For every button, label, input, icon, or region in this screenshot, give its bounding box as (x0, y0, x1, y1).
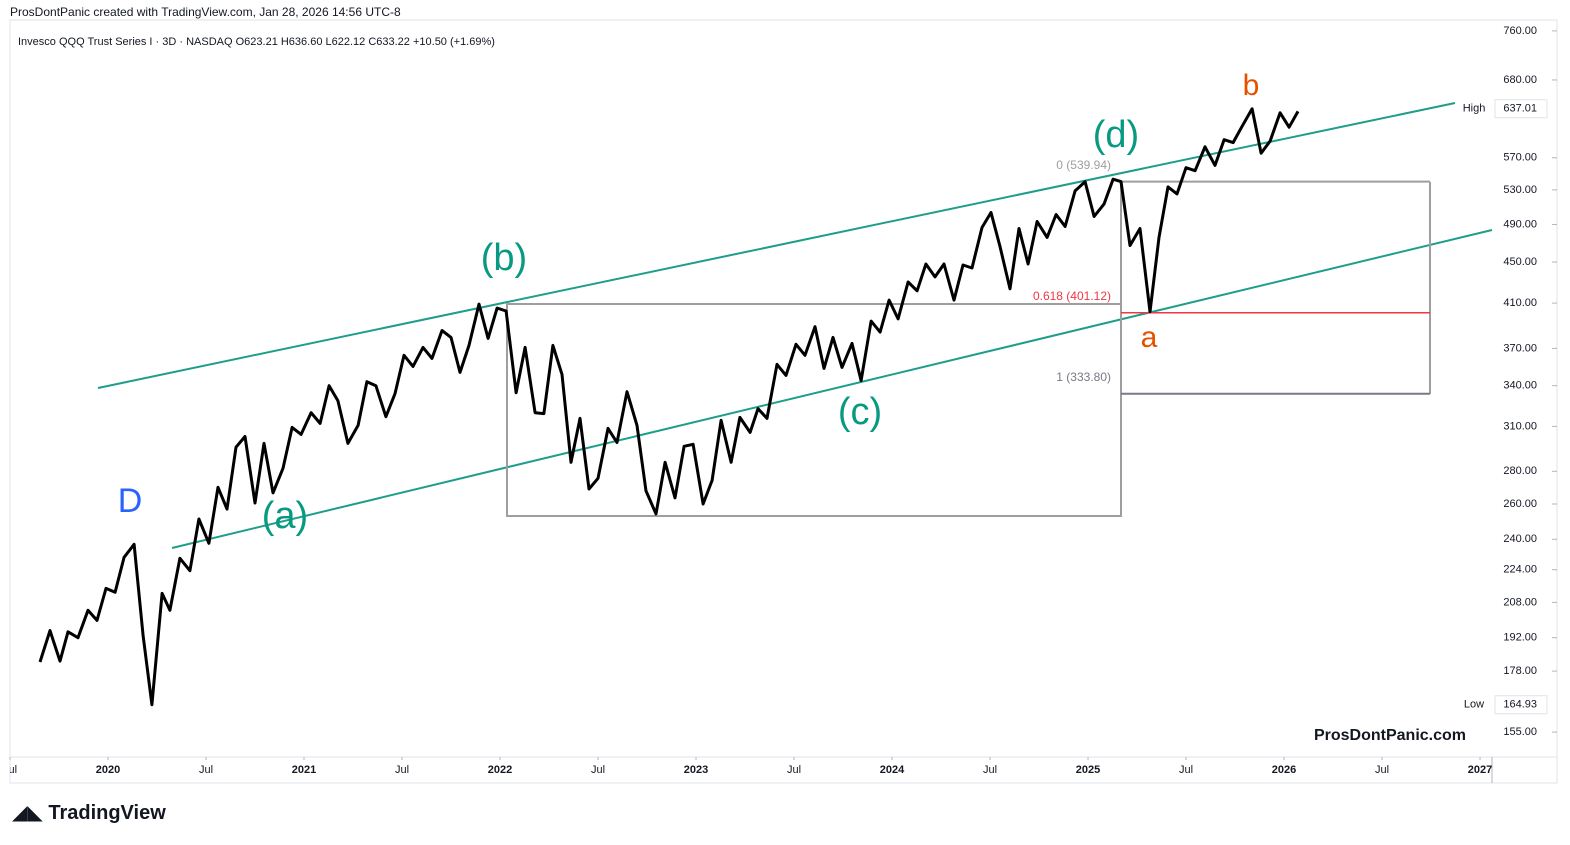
fib-label: 0.618 (401.12) (1033, 289, 1111, 303)
price-label-value: 164.93 (1503, 699, 1537, 711)
price-label-box (1458, 99, 1490, 118)
wave-label: D (118, 482, 143, 520)
x-tick-label: 2023 (684, 764, 708, 776)
y-tick-label: 155.00 (1503, 726, 1537, 738)
y-tick-label: 240.00 (1503, 533, 1537, 545)
x-tick-label: 2026 (1272, 764, 1296, 776)
wave-label: b (1243, 69, 1260, 102)
attribution: ProsDontPanic created with TradingView.c… (10, 5, 401, 19)
range-box (506, 303, 1122, 517)
price-line (38, 107, 1300, 707)
price-label-value-box (1494, 99, 1548, 119)
y-tick-label: 760.00 (1503, 25, 1537, 37)
y-tick-label: 570.00 (1503, 152, 1537, 164)
y-tick-label: 530.00 (1503, 184, 1537, 196)
x-tick-label: 2027 (1468, 764, 1492, 776)
fib-label: 0 (539.94) (1056, 158, 1111, 172)
chart-frame (9, 19, 1558, 784)
logo-mark: ◢◣ (12, 802, 48, 824)
y-tick-label: 178.00 (1503, 665, 1537, 677)
x-tick-label: Jul (1179, 764, 1193, 776)
x-tick-label: Jul (1375, 764, 1389, 776)
x-tick-label: 2022 (488, 764, 512, 776)
price-label-name: High (1463, 103, 1486, 115)
price-label-name: Low (1464, 699, 1484, 711)
fib-label: 1 (333.80) (1056, 370, 1111, 384)
y-tick-label: 260.00 (1503, 498, 1537, 510)
y-tick-label: 192.00 (1503, 632, 1537, 644)
footer-logo: ◢◣ TradingView (12, 802, 166, 824)
wave-label: (a) (262, 495, 308, 537)
channel-upper (97, 102, 1456, 389)
watermark: ProsDontPanic.com (1314, 727, 1466, 744)
channel-lower (171, 229, 1493, 549)
wave-label: (d) (1093, 114, 1139, 156)
x-tick-label: 2024 (880, 764, 905, 776)
y-tick-label: 340.00 (1503, 380, 1537, 392)
y-tick-label: 208.00 (1503, 596, 1537, 608)
x-tick-label: Jul (3, 764, 17, 776)
y-tick-label: 310.00 (1503, 420, 1537, 432)
price-label-value: 637.01 (1503, 103, 1537, 115)
y-tick-label: 450.00 (1503, 256, 1537, 268)
wave-label: a (1141, 321, 1158, 354)
x-tick-label: Jul (591, 764, 605, 776)
price-label-value-box (1494, 695, 1548, 715)
x-tick-label: 2020 (96, 764, 120, 776)
footer-text: TradingView (48, 802, 166, 824)
wave-label: (c) (838, 391, 882, 433)
x-tick-label: Jul (395, 764, 409, 776)
price-label-box (1458, 695, 1490, 714)
wave-label: (b) (481, 237, 527, 279)
x-tick-label: Jul (787, 764, 801, 776)
x-tick-label: Jul (199, 764, 213, 776)
y-tick-label: 224.00 (1503, 564, 1537, 576)
y-tick-label: 280.00 (1503, 465, 1537, 477)
x-tick-label: Jul (983, 764, 997, 776)
x-tick-label: 2021 (292, 764, 316, 776)
y-tick-label: 490.00 (1503, 218, 1537, 230)
symbol-legend: Invesco QQQ Trust Series I · 3D · NASDAQ… (18, 36, 495, 48)
y-tick-label: 410.00 (1503, 297, 1537, 309)
y-tick-label: 370.00 (1503, 342, 1537, 354)
x-tick-label: 2025 (1076, 764, 1100, 776)
y-tick-label: 680.00 (1503, 74, 1537, 86)
